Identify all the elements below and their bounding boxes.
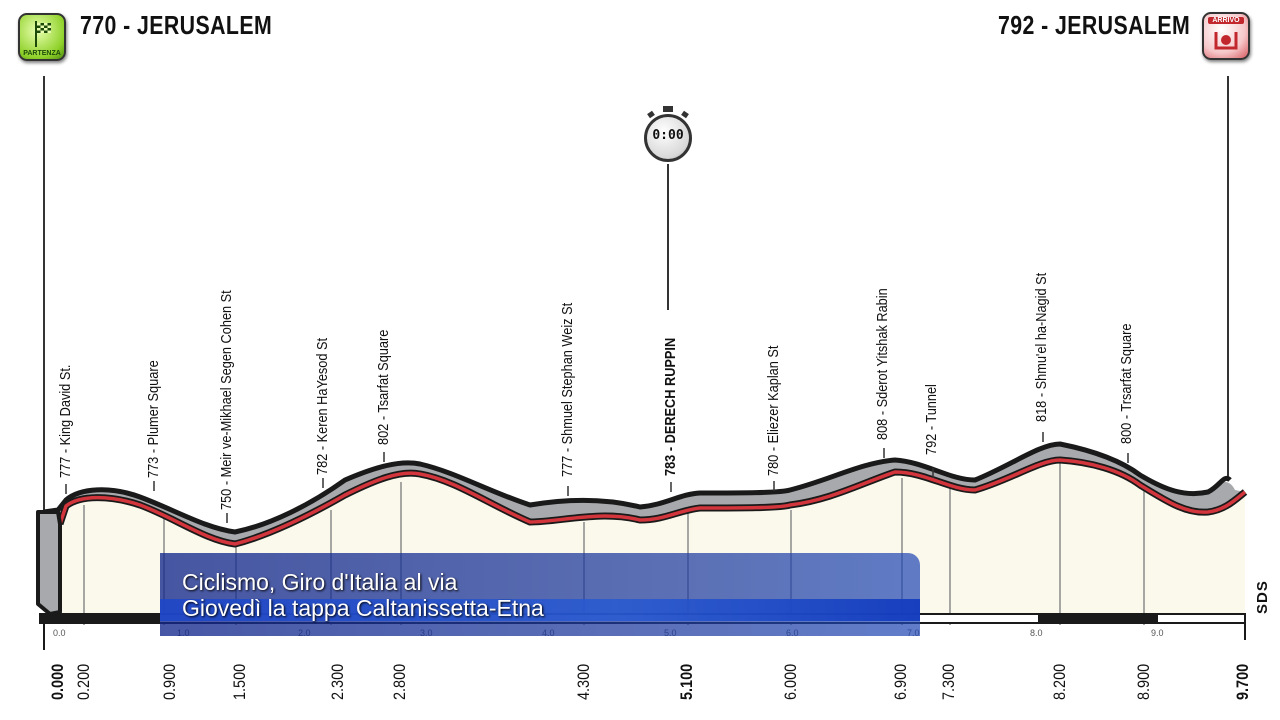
km-marker: 0.000 — [48, 663, 67, 700]
waypoint-name: Tunnel — [923, 384, 940, 423]
finish-badge: ARRIVO — [1202, 12, 1250, 60]
waypoint-altitude: 782 — [314, 453, 331, 475]
waypoint-name: Keren HaYesod St — [314, 337, 331, 443]
km-marker: 6.900 — [891, 663, 910, 700]
waypoint-name: Eliezer Kaplan St — [765, 345, 782, 444]
ruler-tick-label: 8.0 — [1030, 628, 1043, 638]
km-marker: 5.100 — [677, 663, 696, 700]
waypoint-name: Tsarfat Square — [375, 329, 392, 413]
km-marker: 8.900 — [1134, 663, 1153, 700]
road-outline-top — [43, 441, 1232, 535]
km-marker: 4.300 — [574, 663, 593, 700]
waypoint-name: Meir ve-Mikhael Segen Cohen St — [218, 290, 235, 478]
waypoint-label: 783 - DERECH RUPPIN — [662, 337, 679, 476]
news-ticker: Ciclismo, Giro d'Italia al via Giovedì l… — [160, 553, 920, 636]
km-marker: 2.800 — [390, 663, 409, 700]
waypoint-altitude: 792 — [923, 433, 940, 455]
km-marker: 0.200 — [74, 663, 93, 700]
waypoint-label: 802 - Tsarfat Square — [375, 329, 392, 445]
waypoint-altitude: 802 — [375, 423, 392, 445]
waypoint-altitude: 777 — [559, 455, 576, 477]
ticker-headline: Ciclismo, Giro d'Italia al via — [182, 569, 458, 595]
waypoint-altitude: 783 — [662, 454, 679, 476]
waypoint-label: 792 - Tunnel — [923, 384, 940, 455]
stopwatch-time: 0:00 — [652, 128, 684, 143]
waypoint-altitude: 808 — [874, 418, 891, 440]
profile-left-wall — [36, 510, 62, 616]
waypoint-altitude: 773 — [145, 456, 162, 478]
waypoint-altitude: 780 — [765, 454, 782, 476]
km-marker: 7.300 — [939, 663, 958, 700]
waypoint-name: Trsarfat Square — [1118, 323, 1135, 412]
waypoint-label: 773 - Plumer Square — [145, 360, 162, 478]
waypoint-label: 780 - Eliezer Kaplan St — [765, 345, 782, 476]
ruler-tick-label: 9.0 — [1151, 628, 1164, 638]
waypoint-label: 818 - Shmu'el ha-Nagid St — [1033, 272, 1050, 422]
sds-logo: SDS — [1254, 580, 1271, 614]
waypoint-label: 777 - Shmuel Stephan Weiz St — [559, 302, 576, 477]
start-title: 770 - JERUSALEM — [80, 10, 273, 40]
ticker-band — [160, 599, 920, 621]
waypoint-name: Shmu'el ha-Nagid St — [1033, 272, 1050, 390]
km-marker: 0.900 — [160, 663, 179, 700]
last-km-bar — [1038, 614, 1158, 623]
start-badge: PARTENZA — [18, 13, 66, 61]
km-marker: 2.300 — [328, 663, 347, 700]
finish-title: 792 - JERUSALEM — [998, 10, 1191, 40]
stopwatch-icon: 0:00 — [644, 114, 692, 162]
waypoint-name: DERECH RUPPIN — [662, 337, 679, 444]
waypoint-altitude: 750 — [218, 488, 235, 510]
ticker-subheadline: Giovedì la tappa Caltanissetta-Etna — [182, 595, 544, 621]
ruler-tick-label: 0.0 — [53, 628, 66, 638]
waypoint-name: Shmuel Stephan Weiz St — [559, 302, 576, 445]
waypoint-altitude: 777 — [57, 456, 74, 478]
waypoint-label: 782 - Keren HaYesod St — [314, 337, 331, 475]
stopwatch-knob — [663, 106, 673, 112]
waypoint-altitude: 818 — [1033, 400, 1050, 422]
km-marker: 6.000 — [781, 663, 800, 700]
waypoint-label: 808 - Sderot Yitshak Rabin — [874, 288, 891, 440]
start-badge-label: PARTENZA — [23, 50, 61, 57]
waypoint-ticks — [65, 432, 1129, 523]
waypoint-label: 750 - Meir ve-Mikhael Segen Cohen St — [218, 290, 235, 510]
km-marker: 9.700 — [1233, 663, 1252, 700]
finish-arch-icon — [1214, 32, 1238, 50]
waypoint-name: King David St. — [57, 364, 74, 446]
waypoint-altitude: 800 — [1118, 422, 1135, 444]
waypoint-label: 777 - King David St. — [57, 364, 74, 478]
waypoint-label: 800 - Trsarfat Square — [1118, 323, 1135, 444]
waypoint-name: Plumer Square — [145, 360, 162, 446]
checkered-flag-icon — [35, 21, 51, 47]
waypoint-name: Sderot Yitshak Rabin — [874, 288, 891, 408]
km-marker: 1.500 — [230, 663, 249, 700]
finish-badge-label: ARRIVO — [1208, 17, 1244, 24]
last-km-bar — [40, 614, 160, 623]
km-marker: 8.200 — [1050, 663, 1069, 700]
